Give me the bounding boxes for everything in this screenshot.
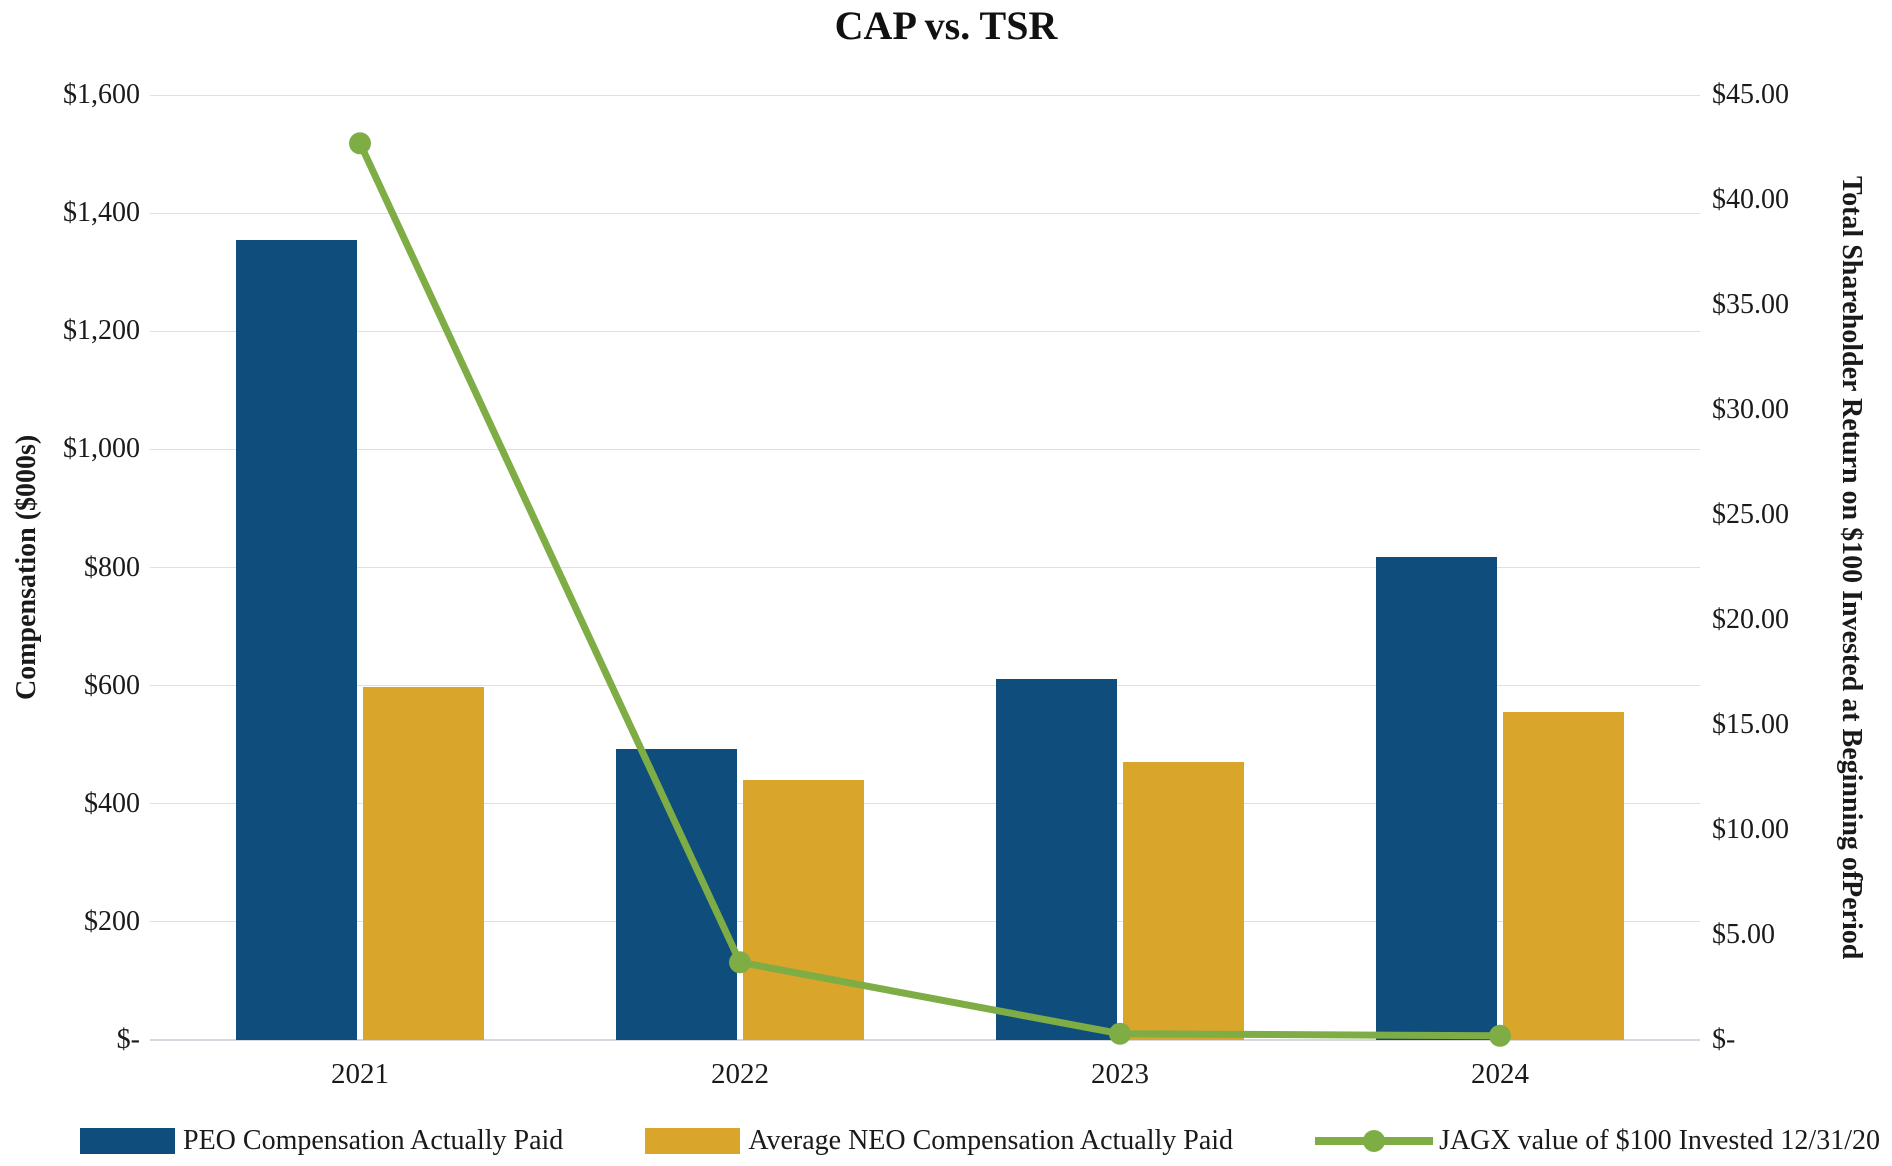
gridline: [150, 803, 1700, 805]
gridline: [150, 212, 1700, 214]
right-tick-label: $5.00: [1712, 919, 1775, 950]
tsr-legend-swatch: [1315, 1127, 1434, 1155]
left-tick-label: $800: [84, 551, 140, 583]
gridline: [150, 685, 1700, 687]
neo-legend-label: Average NEO Compensation Actually Paid: [748, 1125, 1234, 1156]
chart-title: CAP vs. TSR: [834, 3, 1058, 48]
tsr-legend-label: JAGX value of $100 Invested 12/31/20: [1439, 1125, 1880, 1156]
x-axis-label: 2023: [1091, 1058, 1149, 1090]
tsr-line-point-2024: [1489, 1024, 1511, 1047]
tsr-legend-marker: [1363, 1130, 1386, 1152]
right-tick-label: $30.00: [1712, 394, 1789, 425]
left-tick-label: $400: [84, 787, 140, 819]
gridline: [150, 94, 1700, 96]
tsr-line-point-2021: [349, 132, 371, 155]
left-tick-label: $200: [84, 905, 140, 937]
peo-bar-2022: [616, 748, 737, 1040]
gridline: [150, 567, 1700, 568]
left-tick-label: $1,600: [63, 79, 140, 110]
right-tick-label: $40.00: [1712, 184, 1789, 215]
x-axis-label: 2024: [1471, 1058, 1529, 1090]
right-tick-label: $25.00: [1712, 499, 1789, 530]
right-tick-label: $20.00: [1712, 604, 1789, 635]
right-axis-title-line1: Total Shareholder Return on $100 Investe…: [1836, 175, 1867, 880]
left-tick-label: $600: [84, 669, 140, 701]
legend-item-neo: Average NEO Compensation Actually Paid: [645, 1125, 1233, 1157]
legend: PEO Compensation Actually Paid Average N…: [80, 1120, 1880, 1162]
legend-item-peo: PEO Compensation Actually Paid: [80, 1125, 563, 1157]
right-tick-label: $-: [1712, 1024, 1736, 1055]
neo-bar-2023: [1123, 762, 1244, 1040]
right-tick-label: $35.00: [1712, 289, 1789, 320]
right-tick-label: $15.00: [1712, 709, 1789, 740]
x-axis-label: 2022: [711, 1058, 769, 1090]
neo-bar-2021: [363, 687, 484, 1040]
right-tick-label: $45.00: [1712, 79, 1789, 110]
peo-bar-2024: [1376, 557, 1497, 1040]
left-tick-label: $1,000: [63, 433, 140, 465]
right-axis-title-line2: Period: [1836, 879, 1867, 960]
tsr-line-point-2022: [729, 951, 751, 974]
x-axis-line: [150, 1039, 1700, 1041]
tsr-line: [356, 141, 1501, 1040]
x-axis-label: 2021: [331, 1058, 389, 1090]
tsr-line-point-2023: [1109, 1022, 1131, 1045]
right-axis-title: Total Shareholder Return on $100 Investe…: [1812, 95, 1890, 1040]
left-tick-label: $1,200: [63, 315, 140, 347]
neo-bar-2022: [743, 779, 864, 1040]
peo-legend-label: PEO Compensation Actually Paid: [183, 1125, 564, 1156]
left-tick-label: $1,400: [63, 197, 140, 229]
gridline: [150, 448, 1700, 450]
left-tick-label: $-: [116, 1024, 140, 1055]
gridline: [150, 921, 1700, 923]
gridline: [150, 330, 1700, 332]
peo-bar-2021: [236, 239, 357, 1040]
neo-legend-swatch: [645, 1128, 741, 1154]
neo-bar-2024: [1503, 712, 1624, 1040]
right-tick-label: $10.00: [1712, 814, 1789, 845]
peo-legend-swatch: [80, 1128, 175, 1154]
peo-bar-2023: [996, 678, 1117, 1040]
legend-item-tsr: JAGX value of $100 Invested 12/31/20: [1315, 1125, 1880, 1157]
